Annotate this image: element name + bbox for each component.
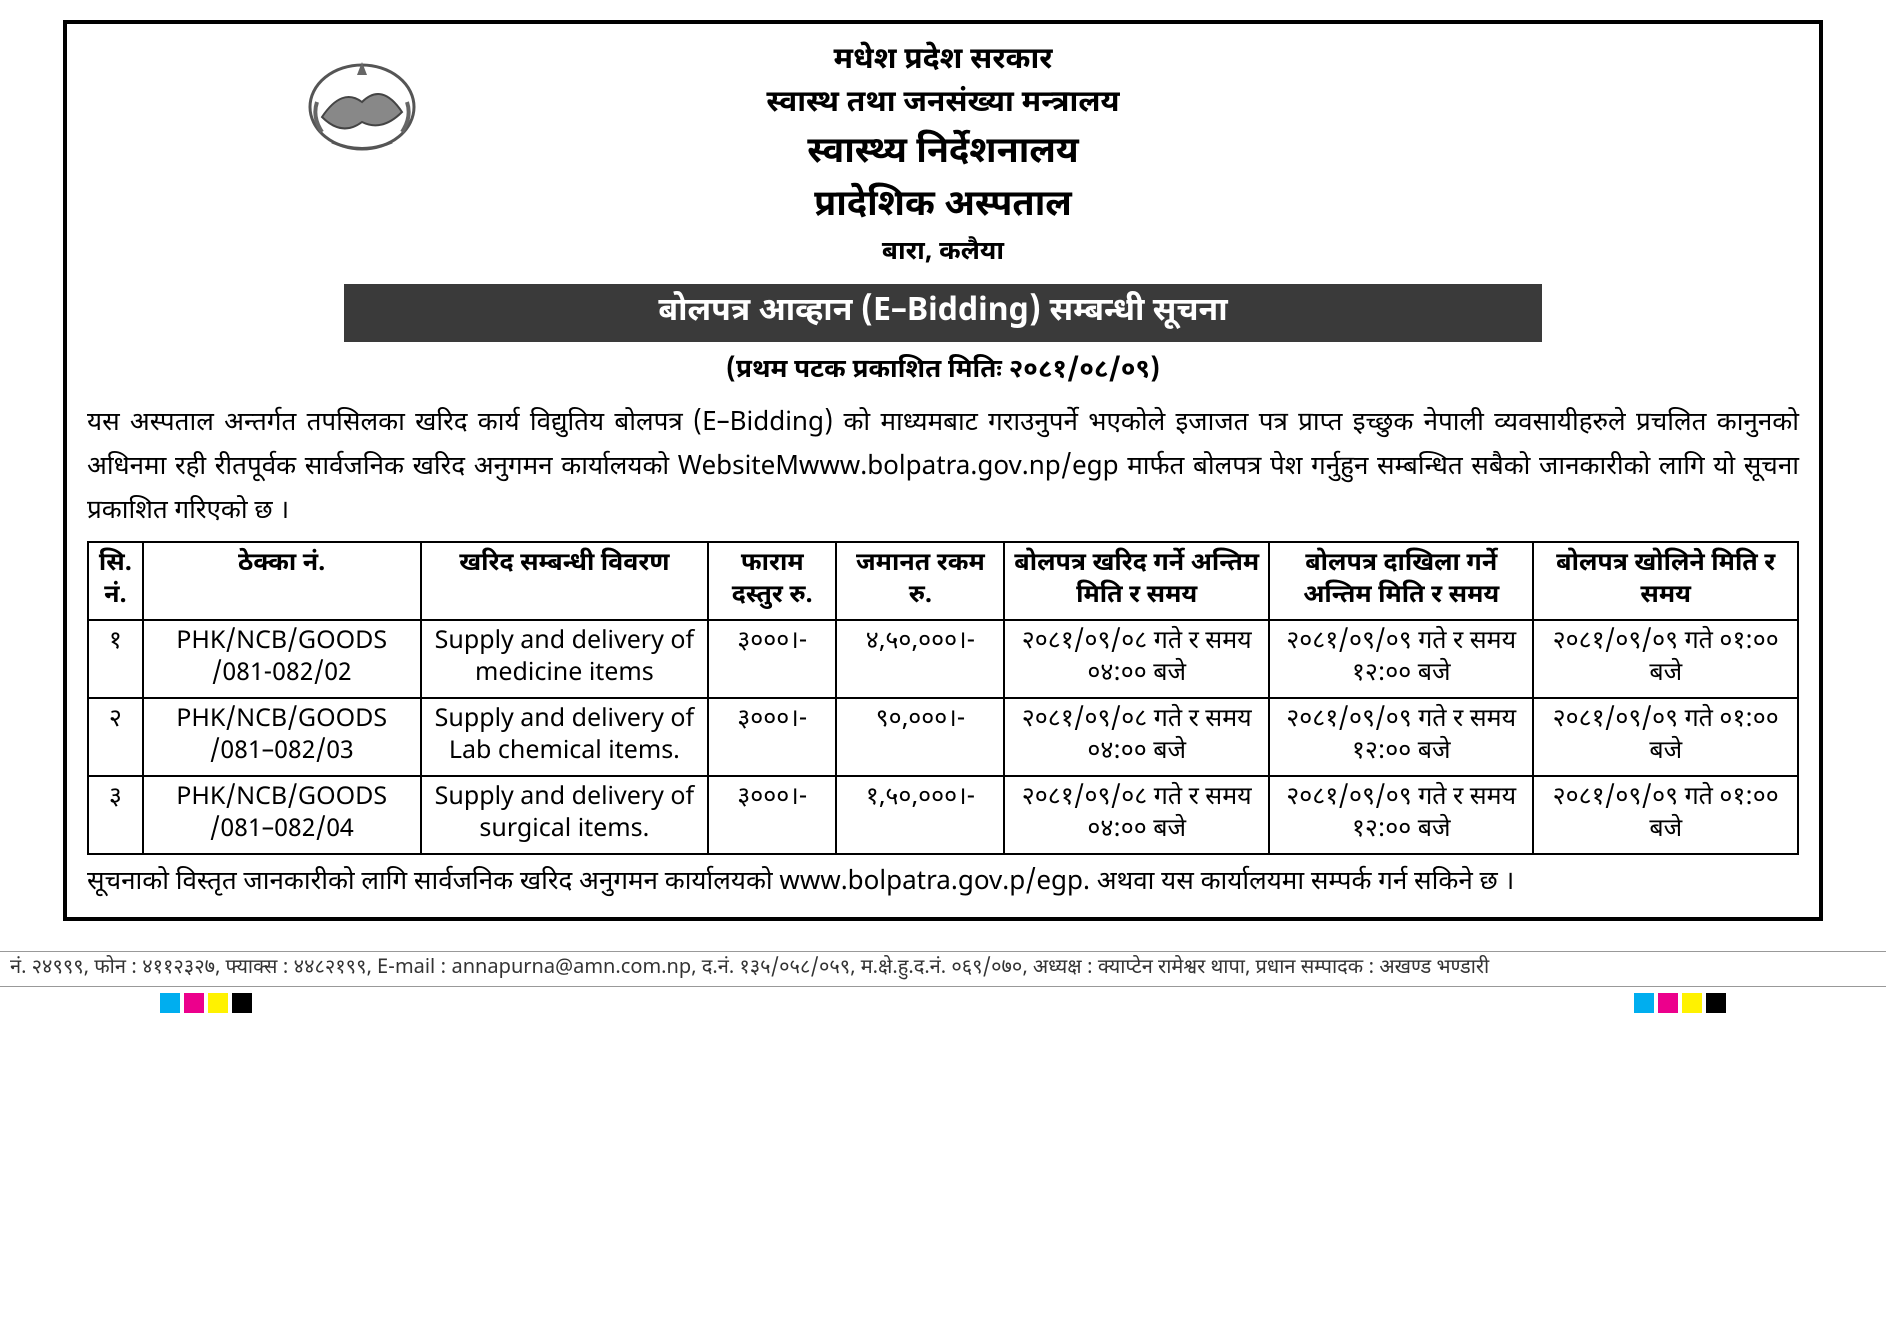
cell-deposit: १,५०,०००।- xyxy=(836,776,1004,854)
cell-buy: २०८१/०९/०८ गते र समय ०४:०० बजे xyxy=(1004,698,1268,776)
cell-sn: ३ xyxy=(88,776,143,854)
cell-desc: Supply and delivery of medicine items xyxy=(421,620,709,698)
cell-deposit: ९०,०००।- xyxy=(836,698,1004,776)
cell-submit: २०८१/०९/०९ गते र समय १२:०० बजे xyxy=(1269,776,1533,854)
col-fee: फाराम दस्तुर रु. xyxy=(708,542,836,620)
cell-sn: २ xyxy=(88,698,143,776)
print-color-bars xyxy=(0,987,1886,1013)
cmyk-right-icon xyxy=(1634,993,1726,1013)
cell-desc: Supply and delivery of Lab chemical item… xyxy=(421,698,709,776)
footer-note: सूचनाको विस्तृत जानकारीको लागि सार्वजनिक… xyxy=(87,861,1799,905)
cell-open: २०८१/०९/०९ गते ०१:०० बजे xyxy=(1533,698,1798,776)
table-row: २ PHK/NCB/GOODS /081–082/03 Supply and d… xyxy=(88,698,1798,776)
gov-line4: प्रादेशिक अस्पताल xyxy=(87,183,1799,230)
cell-buy: २०८१/०९/०८ गते र समय ०४:०० बजे xyxy=(1004,620,1268,698)
publication-date: (प्रथम पटक प्रकाशित मितिः २०८१/०८/०९) xyxy=(87,354,1799,388)
col-buy-deadline: बोलपत्र खरिद गर्ने अन्तिम मिति र समय xyxy=(1004,542,1268,620)
cell-contract: PHK/NCB/GOODS /081-082/02 xyxy=(143,620,421,698)
cell-submit: २०८१/०९/०९ गते र समय १२:०० बजे xyxy=(1269,698,1533,776)
cell-contract: PHK/NCB/GOODS /081–082/03 xyxy=(143,698,421,776)
cell-submit: २०८१/०९/०९ गते र समय १२:०० बजे xyxy=(1269,620,1533,698)
col-sn: सि. नं. xyxy=(88,542,143,620)
cell-desc: Supply and delivery of surgical items. xyxy=(421,776,709,854)
table-row: १ PHK/NCB/GOODS /081-082/02 Supply and d… xyxy=(88,620,1798,698)
cell-fee: ३०००।- xyxy=(708,620,836,698)
cell-open: २०८१/०९/०९ गते ०१:०० बजे xyxy=(1533,776,1798,854)
cmyk-left-icon xyxy=(160,993,252,1013)
cell-buy: २०८१/०९/०८ गते र समय ०४:०० बजे xyxy=(1004,776,1268,854)
header-block: मधेश प्रदेश सरकार स्वास्थ तथा जनसंख्या म… xyxy=(87,42,1799,388)
gov-line5: बारा, कलैया xyxy=(87,236,1799,270)
government-emblem-icon xyxy=(297,42,427,162)
notice-container: मधेश प्रदेश सरकार स्वास्थ तथा जनसंख्या म… xyxy=(63,20,1823,921)
col-open-date: बोलपत्र खोलिने मिति र समय xyxy=(1533,542,1798,620)
cell-deposit: ४,५०,०००।- xyxy=(836,620,1004,698)
page-footer-strip: नं. २४९९९, फोन : ४११२३२७, फ्याक्स : ४४८२… xyxy=(0,951,1886,987)
cell-fee: ३०००।- xyxy=(708,776,836,854)
table-header-row: सि. नं. ठेक्का नं. खरिद सम्बन्धी विवरण फ… xyxy=(88,542,1798,620)
intro-paragraph: यस अस्पताल अन्तर्गत तपसिलका खरिद कार्य व… xyxy=(87,402,1799,535)
notice-title-bar: बोलपत्र आव्हान (E–Bidding) सम्बन्धी सूचन… xyxy=(344,284,1542,342)
cell-fee: ३०००।- xyxy=(708,698,836,776)
bid-table: सि. नं. ठेक्का नं. खरिद सम्बन्धी विवरण फ… xyxy=(87,541,1799,855)
cell-sn: १ xyxy=(88,620,143,698)
cell-contract: PHK/NCB/GOODS /081–082/04 xyxy=(143,776,421,854)
col-desc: खरिद सम्बन्धी विवरण xyxy=(421,542,709,620)
table-row: ३ PHK/NCB/GOODS /081–082/04 Supply and d… xyxy=(88,776,1798,854)
cell-open: २०८१/०९/०९ गते ०१:०० बजे xyxy=(1533,620,1798,698)
col-submit-deadline: बोलपत्र दाखिला गर्ने अन्तिम मिति र समय xyxy=(1269,542,1533,620)
col-deposit: जमानत रकम रु. xyxy=(836,542,1004,620)
col-contract: ठेक्का नं. xyxy=(143,542,421,620)
